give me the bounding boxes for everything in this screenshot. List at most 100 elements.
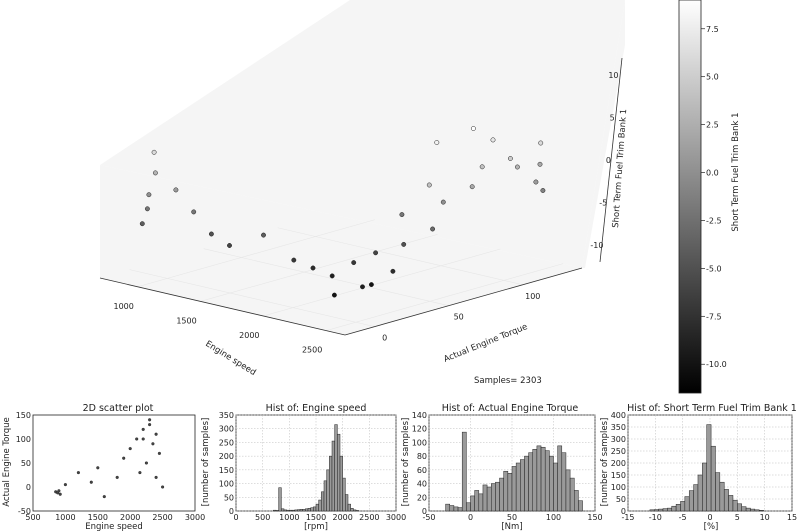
hist-bar — [758, 510, 764, 512]
hist-bar — [503, 470, 509, 512]
hist-x-tick: -5 — [679, 513, 687, 522]
scatter-2d-x-tick: 500 — [25, 513, 40, 522]
hist-bar — [710, 445, 716, 512]
hist-bar — [723, 489, 729, 512]
hist-bar — [321, 491, 325, 512]
point-3d — [144, 206, 150, 212]
point-3d — [507, 156, 513, 161]
point-3d — [368, 282, 374, 288]
hist-bar — [461, 431, 467, 512]
hist-y-tick: 100 — [412, 438, 427, 447]
hist-bar — [291, 509, 295, 512]
hist-bar — [449, 505, 455, 512]
hist-bar — [557, 445, 563, 512]
point-3d — [331, 292, 337, 298]
point-2d — [76, 471, 80, 475]
hist-y-tick: 300 — [219, 425, 234, 434]
point-2d — [154, 475, 158, 479]
hist-bar — [565, 469, 571, 512]
point-3d — [399, 212, 405, 218]
point-2d — [141, 437, 145, 441]
point-3d — [540, 188, 546, 193]
point-2d — [141, 427, 145, 431]
hist-torque-y-label: [number of samples] — [401, 418, 411, 507]
hist-x-tick: 500 — [255, 513, 270, 522]
scatter-2d-frame — [32, 414, 196, 512]
point-2d — [128, 447, 132, 451]
engine-speed-axis-line — [99, 277, 346, 336]
hist-bar — [741, 506, 747, 512]
hist-bar — [671, 505, 677, 512]
hist-bar — [482, 484, 488, 512]
point-3d — [470, 126, 476, 131]
hist-bar — [281, 508, 285, 512]
hist-bar — [520, 459, 525, 512]
point-2d — [138, 471, 142, 475]
hist-y-tick: 300 — [611, 435, 626, 444]
scatter-2d-x-label: Engine speed — [85, 522, 143, 532]
hist-bar — [540, 446, 546, 512]
hist-fuel-trim-panel: Hist of: Short Term Fuel Trim Bank 1 -15… — [600, 403, 797, 532]
scatter-2d-panel: 2D scatter plot 500 1000 1500 2000 2500 30001… — [2, 403, 205, 532]
hist-torque-x-label: [Nm] — [501, 522, 522, 532]
hist-y-tick: 150 — [611, 471, 626, 480]
point-3d — [538, 140, 544, 146]
hist-bar — [684, 496, 690, 512]
point-3d — [479, 164, 485, 170]
hist-speed-title: Hist of: Engine speed — [266, 403, 367, 414]
x-tick-3d: 1500 — [176, 316, 196, 325]
hist-bar — [294, 509, 298, 512]
back-right-pane — [582, 0, 625, 268]
hist-bar — [693, 484, 699, 512]
point-2d — [102, 495, 106, 499]
hist-bar — [355, 510, 359, 512]
x-tick-3d: 1000 — [114, 302, 134, 311]
x-tick-3d: 2500 — [302, 346, 322, 355]
scatter-2d-y-tick: 100 — [16, 435, 31, 444]
hist-y-tick: 0 — [422, 507, 427, 516]
hist-x-tick: 15 — [787, 513, 797, 522]
point-3d — [291, 257, 297, 263]
colorbar-tick: 0.0 — [706, 169, 719, 178]
point-3d — [490, 137, 496, 143]
hist-y-tick: 350 — [611, 423, 626, 432]
hist-x-tick: 1000 — [279, 513, 299, 522]
scatter-2d-y-tick: 0 — [26, 483, 31, 492]
point-2d — [57, 489, 61, 493]
hist-bar — [715, 472, 721, 512]
point-3d — [261, 232, 266, 238]
point-3d — [533, 179, 539, 185]
hist-y-tick: 250 — [611, 447, 626, 456]
hist-fuel-title: Hist of: Short Term Fuel Trim Bank 1 — [627, 403, 797, 414]
hist-x-tick: 100 — [546, 513, 561, 522]
hist-bar — [470, 495, 475, 512]
x-tick-3d: 2000 — [239, 331, 259, 340]
hist-bar — [315, 503, 319, 512]
hist-y-tick: 0 — [621, 507, 626, 516]
hist-fuel-y-label: [number of samples] — [600, 418, 610, 507]
point-2d — [58, 492, 62, 496]
hist-x-tick: 10 — [760, 513, 770, 522]
hist-y-tick: 250 — [219, 438, 234, 447]
point-3d — [173, 187, 179, 193]
y-axis-label-3d: Actual Engine Torque — [442, 322, 529, 365]
hist-bar — [318, 499, 322, 512]
colorbar-tick: -7.5 — [706, 312, 722, 321]
hist-y-tick: 50 — [224, 493, 234, 502]
hist-y-tick: 200 — [611, 459, 626, 468]
hist-bar — [697, 474, 703, 512]
hist-bar — [289, 509, 293, 512]
hist-bar — [706, 424, 712, 512]
hist-bar — [297, 509, 301, 512]
hist-bar — [561, 452, 567, 512]
hist-fuel-x-label: [%] — [704, 522, 719, 532]
hist-bar — [702, 462, 707, 512]
colorbar: 7.5 5.0 2.5 0.0 -2.5 -5.0 -7.5 -10.0 Short Term… — [678, 0, 741, 394]
point-3d — [146, 192, 152, 198]
scatter-2d-y-tick: 50 — [21, 459, 31, 468]
hist-x-tick: 0 — [468, 513, 473, 522]
point-3d — [208, 231, 214, 237]
scatter-2d-x-tick: 2500 — [152, 513, 172, 522]
hist-bar — [310, 507, 314, 512]
